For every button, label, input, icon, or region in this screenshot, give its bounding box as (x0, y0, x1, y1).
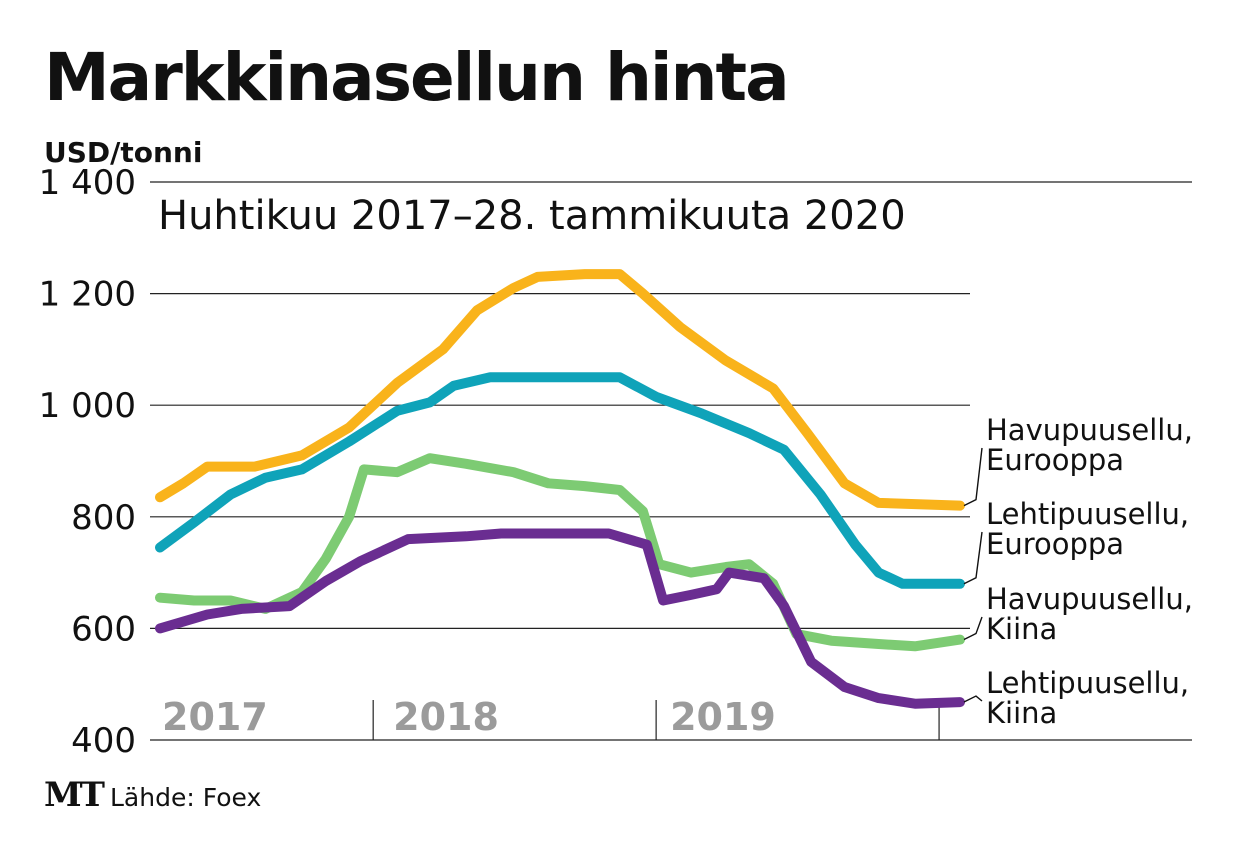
y-tick-label: 800 (71, 498, 136, 538)
label-leader-line (963, 531, 983, 585)
chart-subtitle: Huhtikuu 2017–28. tammikuuta 2020 (158, 193, 906, 239)
label-leader-line (963, 695, 983, 703)
mt-logo: MT (44, 775, 105, 815)
x-tick-label: 2019 (670, 695, 776, 739)
source-text: Lähde: Foex (110, 783, 261, 812)
unit-label: USD/tonni (44, 136, 202, 169)
series-line-0 (155, 269, 965, 511)
x-axis-ticks: 2017 2018 2019 (162, 695, 940, 740)
series-label: Eurooppa (986, 443, 1124, 477)
series-label: Havupuusellu, (986, 582, 1193, 616)
series-label: Kiina (986, 696, 1057, 730)
x-tick-label: 2017 (162, 695, 268, 739)
y-axis-ticks: 1 400 1 200 1 000 800 600 400 (39, 163, 136, 761)
series-line-2 (155, 453, 965, 652)
y-tick-label: 1 000 (39, 386, 136, 426)
series-labels: Havupuusellu,EurooppaLehtipuusellu,Euroo… (963, 413, 1193, 730)
y-tick-label: 1 200 (39, 275, 136, 315)
series-line-1 (155, 372, 965, 589)
series-label: Lehtipuusellu, (986, 666, 1189, 700)
y-tick-label: 600 (71, 609, 136, 649)
y-tick-label: 1 400 (39, 163, 136, 203)
chart-title: Markkinasellun hinta (44, 39, 788, 116)
series-lines (155, 269, 965, 709)
y-tick-label: 400 (71, 721, 136, 761)
x-tick-label: 2018 (393, 695, 499, 739)
series-label: Kiina (986, 612, 1057, 646)
label-leader-line (963, 616, 983, 641)
label-leader-line (963, 447, 983, 507)
series-label: Havupuusellu, (986, 413, 1193, 447)
series-label: Lehtipuusellu, (986, 497, 1189, 531)
gridlines (150, 181, 1192, 741)
series-label: Eurooppa (986, 527, 1124, 561)
series-line-3 (155, 528, 965, 709)
